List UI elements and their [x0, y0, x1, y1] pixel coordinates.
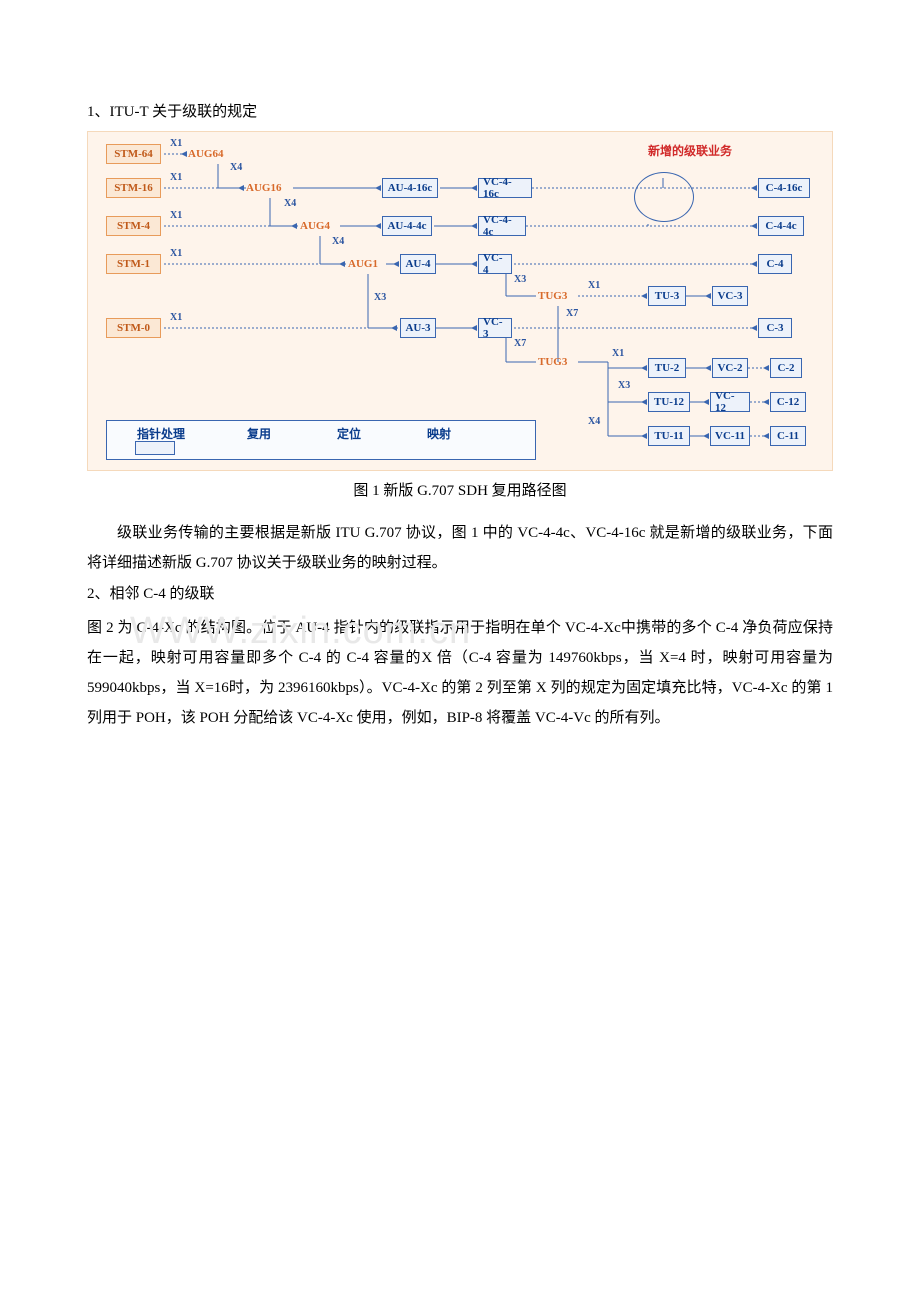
box-vc-2: VC-2 [712, 358, 748, 378]
aug64: AUG64 [188, 148, 223, 160]
box-vc-3: VC-3 [478, 318, 512, 338]
box-tu-11: TU-11 [648, 426, 690, 446]
box-au-4: AU-4 [400, 254, 436, 274]
box-vc-4: VC-4 [478, 254, 512, 274]
callout-new-service: 新增的级联业务 [648, 142, 732, 159]
aug16: AUG16 [246, 182, 281, 194]
mult-x1-2: X1 [170, 172, 182, 183]
box-vc-12: VC-12 [710, 392, 750, 412]
mult-x4-2: X4 [284, 198, 296, 209]
box-stm-1: STM-1 [106, 254, 161, 274]
figure1-caption: 图 1 新版 G.707 SDH 复用路径图 [87, 479, 833, 500]
box-stm-16: STM-16 [106, 178, 161, 198]
mult-x1-3: X1 [170, 210, 182, 221]
box-stm-4: STM-4 [106, 216, 161, 236]
box-c-4: C-4 [758, 254, 792, 274]
mult-x3-3: X3 [618, 380, 630, 391]
tug3-upper: TUG3 [538, 290, 567, 302]
mult-x7-2: X7 [514, 338, 526, 349]
paragraph-1: 级联业务传输的主要根据是新版 ITU G.707 协议，图 1 中的 VC-4-… [87, 518, 833, 578]
mult-x1-6: X1 [588, 280, 600, 291]
aug4: AUG4 [300, 220, 330, 232]
tug3-lower: TUG3 [538, 356, 567, 368]
mult-x1-4: X1 [170, 248, 182, 259]
box-c-11: C-11 [770, 426, 806, 446]
sdh-mux-diagram: STM-64 STM-16 STM-4 STM-1 STM-0 AUG64 AU… [87, 131, 833, 471]
watermark: WWW.zixin.com.cn [130, 610, 471, 653]
mult-x4-3: X4 [332, 236, 344, 247]
box-au-4-4c: AU-4-4c [382, 216, 432, 236]
box-vc-3r: VC-3 [712, 286, 748, 306]
mult-x4-4: X4 [588, 416, 600, 427]
box-tu-2: TU-2 [648, 358, 686, 378]
mult-x1-7: X1 [612, 348, 624, 359]
box-c-4-4c: C-4-4c [758, 216, 804, 236]
mult-x4-1: X4 [230, 162, 242, 173]
section2-heading: 2、相邻 C-4 的级联 [87, 582, 833, 603]
mult-x7-1: X7 [566, 308, 578, 319]
box-stm-64: STM-64 [106, 144, 161, 164]
legend-box: 指针处理 复用 定位 映射 [106, 420, 536, 460]
mult-x1-5: X1 [170, 312, 182, 323]
box-c-4-16c: C-4-16c [758, 178, 810, 198]
mult-x3-1: X3 [374, 292, 386, 303]
aug1: AUG1 [348, 258, 378, 270]
box-stm-0: STM-0 [106, 318, 161, 338]
mult-x3-2: X3 [514, 274, 526, 285]
legend-mux: 复用 [247, 425, 271, 442]
box-c-2: C-2 [770, 358, 802, 378]
mult-x1-1: X1 [170, 138, 182, 149]
callout-ellipse [634, 172, 694, 222]
legend-align: 定位 [337, 425, 361, 442]
legend-swatch [135, 441, 175, 455]
box-au-4-16c: AU-4-16c [382, 178, 438, 198]
box-tu-3: TU-3 [648, 286, 686, 306]
box-vc-4-16c: VC-4-16c [478, 178, 532, 198]
box-tu-12: TU-12 [648, 392, 690, 412]
legend-map: 映射 [427, 425, 451, 442]
box-c-3: C-3 [758, 318, 792, 338]
box-au-3: AU-3 [400, 318, 436, 338]
box-vc-4-4c: VC-4-4c [478, 216, 526, 236]
box-vc-11: VC-11 [710, 426, 750, 446]
box-c-12: C-12 [770, 392, 806, 412]
section1-heading: 1、ITU-T 关于级联的规定 [87, 100, 833, 121]
legend-pointer: 指针处理 [137, 425, 185, 442]
